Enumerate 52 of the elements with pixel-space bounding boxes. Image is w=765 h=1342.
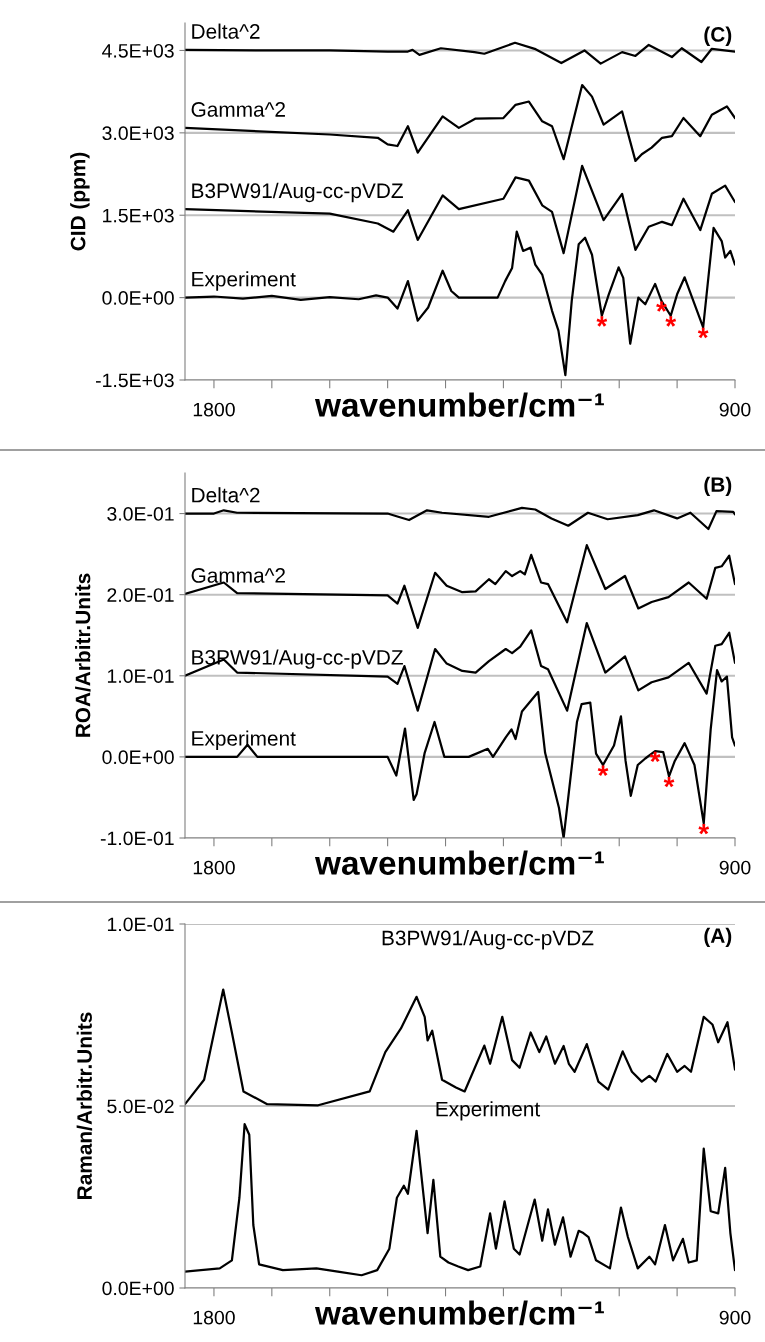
x-tick-label: 900 bbox=[719, 402, 751, 417]
y-tick-label: 2.0E-01 bbox=[107, 588, 174, 602]
annotation: * bbox=[697, 327, 709, 339]
y-tick-label: -1.0E-01 bbox=[100, 831, 174, 846]
y-axis-title: Raman/Arbitr.Units bbox=[76, 1012, 93, 1199]
y-axis-title: CID (ppm) bbox=[70, 152, 90, 251]
annotation: * bbox=[596, 316, 608, 327]
x-tick-label: 1800 bbox=[193, 860, 235, 875]
series-label: Delta^2 bbox=[192, 23, 260, 39]
annotation: * bbox=[665, 316, 677, 327]
y-tick-label: 0.0E+00 bbox=[102, 291, 174, 305]
y-tick-label: 0.0E+00 bbox=[102, 750, 174, 765]
y-tick-label: 3.0E+03 bbox=[102, 126, 174, 141]
annotation: (A) bbox=[704, 927, 732, 948]
series-label: B3PW91/Aug-cc-pVDZ bbox=[192, 649, 403, 669]
line-series bbox=[185, 83, 735, 162]
series-label: Gamma^2 bbox=[191, 568, 285, 583]
text: B3PW91/Aug-cc-pVDZ bbox=[382, 930, 594, 950]
y-tick-label: 5.0E-02 bbox=[107, 1099, 174, 1114]
y-tick-label: 4.5E+03 bbox=[102, 43, 174, 58]
series-label: Gamma^2 bbox=[191, 102, 285, 117]
x-tick-label: 900 bbox=[719, 860, 751, 875]
series-label: B3PW91/Aug-cc-pVDZ bbox=[192, 182, 403, 203]
line-series bbox=[185, 1123, 735, 1277]
annotation: (C) bbox=[704, 26, 732, 46]
x-tick-label: 900 bbox=[719, 1310, 751, 1325]
series-label: Experiment bbox=[436, 1101, 541, 1121]
annotation: * bbox=[698, 823, 710, 835]
annotation: * bbox=[649, 751, 661, 763]
x-tick-label: 1800 bbox=[193, 1310, 235, 1325]
line-series bbox=[185, 544, 735, 630]
y-tick-label: 1.0E-01 bbox=[107, 669, 174, 684]
line-series bbox=[185, 621, 735, 712]
annotation: (B) bbox=[704, 476, 732, 497]
x-tick-label: 1800 bbox=[193, 402, 235, 417]
y-tick-label: -1.5E+03 bbox=[95, 373, 174, 388]
y-tick-label: 1.0E-01 bbox=[107, 917, 174, 932]
series-label: Experiment bbox=[192, 271, 296, 291]
y-tick-label: 1.5E+03 bbox=[103, 208, 174, 223]
y-tick-label: 0.0E+00 bbox=[102, 1281, 174, 1296]
y-axis-title: ROA/Arbitr.Units bbox=[75, 573, 91, 737]
line-series bbox=[185, 164, 735, 255]
x-axis-title: wavenumber/cm⁻¹ bbox=[314, 850, 604, 876]
x-axis-title: wavenumber/cm⁻¹ bbox=[314, 1300, 604, 1326]
x-axis-title: wavenumber/cm⁻¹ bbox=[314, 392, 604, 418]
line-series bbox=[185, 226, 735, 377]
line-series bbox=[185, 506, 735, 531]
series-label: Experiment bbox=[192, 730, 296, 750]
annotation: * bbox=[663, 776, 675, 788]
annotation: * bbox=[597, 765, 609, 776]
series-label: Delta^2 bbox=[192, 487, 260, 503]
y-tick-label: 3.0E-01 bbox=[107, 507, 174, 521]
